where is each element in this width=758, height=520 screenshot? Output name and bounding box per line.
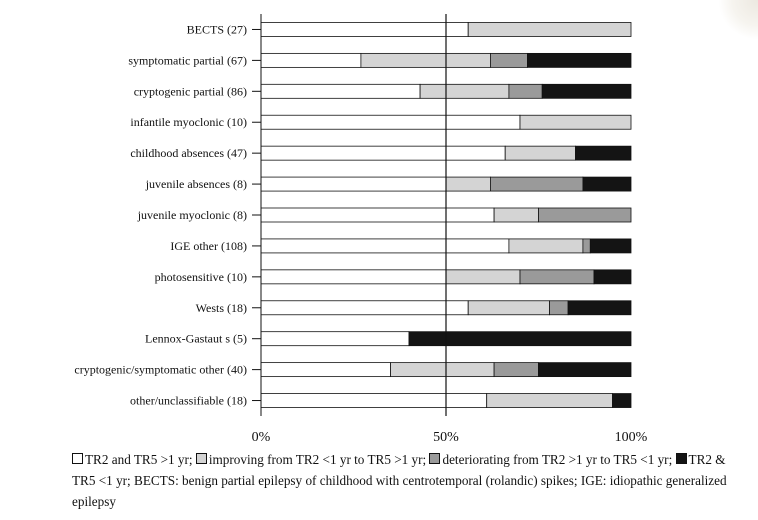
category-label: infantile myoclonic (10): [130, 115, 247, 129]
category-label: cryptogenic/symptomatic other (40): [74, 363, 247, 377]
legend: TR2 and TR5 >1 yr; improving from TR2 <1…: [72, 449, 732, 512]
bar-segment-2-row-8: [508, 238, 584, 254]
category-label: Wests (18): [196, 301, 247, 315]
bar-segment-4-row-12: [538, 362, 632, 378]
legend-item-improving: improving from TR2 <1 yr to TR5 >1 yr;: [208, 452, 427, 467]
bar-segment-2-row-10: [467, 300, 551, 316]
bar-segment-3-row-2: [489, 52, 528, 68]
bar-segment-1-row-9: [260, 269, 447, 285]
bar-segment-4-row-3: [541, 83, 632, 99]
bar-segment-1-row-13: [260, 393, 488, 408]
bar-segment-1-row-6: [260, 176, 447, 192]
category-label: juvenile myoclonic (8): [137, 208, 247, 222]
bar-segment-2-row-6: [445, 176, 491, 192]
stacked-bar-chart: BECTS (27) symptomatic partial (67) crypto…: [74, 14, 648, 445]
bar-segment-3-row-3: [508, 83, 543, 99]
bar-segment-2-row-4: [519, 114, 632, 130]
x-tick-label: 50%: [433, 430, 459, 445]
bar-segment-4-row-10: [567, 300, 632, 316]
bar-segment-4-row-5: [575, 145, 632, 161]
bar-segment-2-row-5: [504, 145, 576, 161]
bar-segment-1-row-4: [260, 114, 521, 130]
bar-segment-2-row-9: [445, 269, 521, 285]
bar-segment-4-row-13: [612, 393, 632, 408]
axes-group: [252, 14, 447, 416]
bar-segment-3-row-6: [489, 176, 584, 192]
legend-swatch-tr2-tr5-gt1: [72, 453, 83, 464]
bar-segment-1-row-8: [260, 238, 510, 254]
category-labels-group: BECTS (27) symptomatic partial (67) crypto…: [74, 22, 247, 407]
category-label: juvenile absences (8): [145, 177, 247, 191]
legend-item-tr2-tr5-lt1: TR2 & TR5 <1 yr;: [72, 452, 726, 488]
bar-segment-3-row-9: [519, 269, 595, 285]
corner-decoration: [718, 0, 758, 40]
x-tick-label: 100%: [615, 430, 648, 445]
bar-segment-1-row-10: [260, 300, 469, 316]
category-label: IGE other (108): [170, 239, 247, 253]
category-label: other/unclassifiable (18): [130, 394, 247, 408]
x-tick-label: 0%: [252, 430, 271, 445]
bar-segment-3-row-12: [493, 362, 539, 378]
bar-segment-4-row-11: [408, 331, 632, 347]
legend-item-tr2-tr5-gt1: TR2 and TR5 >1 yr;: [85, 452, 193, 467]
bar-segment-2-row-3: [419, 83, 510, 99]
bar-segment-1-row-11: [260, 331, 410, 347]
tick-labels-group: 0% 50% 100%: [252, 430, 648, 445]
bar-segment-3-row-8: [582, 238, 591, 254]
bar-segment-1-row-3: [260, 83, 421, 99]
bar-segment-1-row-5: [260, 145, 506, 161]
category-label: cryptogenic partial (86): [134, 84, 247, 98]
category-label: photosensitive (10): [155, 270, 247, 284]
category-label: symptomatic partial (67): [128, 53, 247, 67]
bar-segment-2-row-7: [493, 207, 539, 223]
legend-swatch-deteriorating: [429, 453, 441, 464]
bar-segment-1-row-12: [260, 362, 391, 378]
legend-swatch-tr2-tr5-lt1: [675, 453, 687, 464]
bar-segment-1-row-2: [260, 52, 362, 68]
category-label: BECTS (27): [187, 22, 247, 36]
bar-segment-3-row-10: [549, 300, 569, 316]
bar-segment-3-row-7: [538, 207, 632, 223]
bar-segment-2-row-1: [467, 22, 632, 37]
legend-item-deteriorating: deteriorating from TR2 >1 yr to TR5 <1 y…: [442, 452, 673, 467]
bar-segment-1-row-1: [260, 22, 469, 37]
legend-abbreviation-note: BECTS: benign partial epilepsy of childh…: [72, 473, 727, 509]
bar-segment-2-row-13: [486, 393, 613, 408]
bar-segment-4-row-9: [593, 269, 632, 285]
bar-segment-2-row-2: [360, 52, 491, 68]
bar-segment-4-row-2: [527, 52, 632, 68]
category-label: Lennox-Gastaut s (5): [145, 332, 247, 346]
bar-segment-1-row-7: [260, 207, 495, 223]
bar-segment-2-row-12: [390, 362, 495, 378]
bar-segment-4-row-8: [589, 238, 632, 254]
legend-swatch-improving: [195, 453, 207, 464]
bar-segment-4-row-6: [582, 176, 632, 192]
category-label: childhood absences (47): [130, 146, 247, 160]
